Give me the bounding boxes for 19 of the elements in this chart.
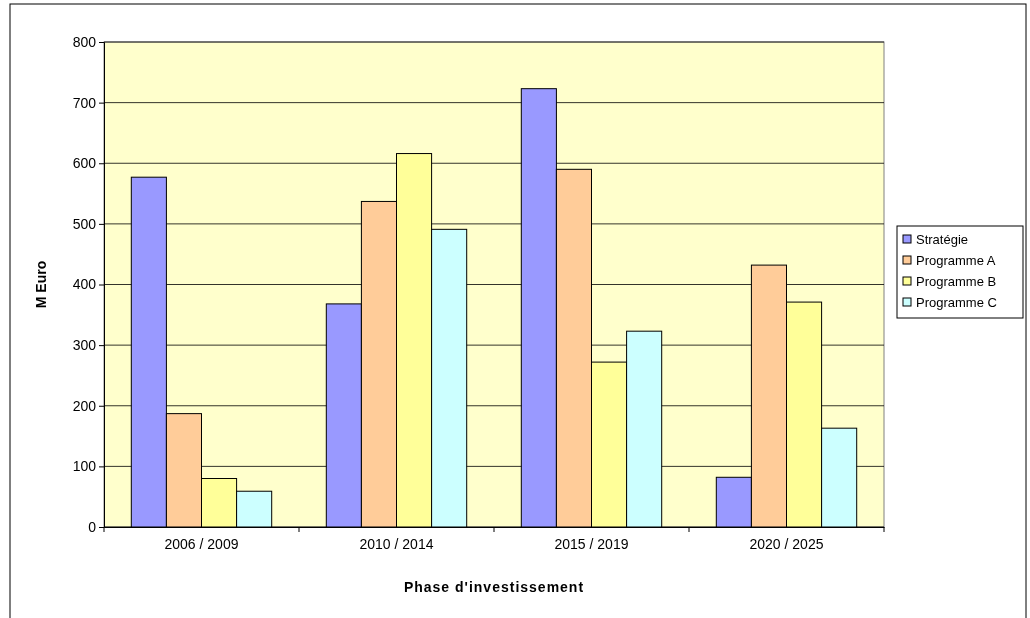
x-tick-label: 2010 / 2014: [359, 535, 434, 552]
x-tick-label: 2020 / 2025: [749, 535, 824, 552]
y-axis-title: M Euro: [33, 260, 49, 309]
y-tick-label: 600: [72, 155, 97, 172]
y-tick-label: 500: [72, 215, 97, 232]
y-tick-label: 0: [88, 518, 97, 535]
y-tick-label: 700: [72, 94, 97, 111]
y-tick-label: 400: [72, 276, 97, 293]
legend-label: Programme B: [916, 274, 997, 289]
legend-label: Programme A: [916, 253, 996, 268]
y-tick-label: 200: [72, 397, 97, 414]
y-tick-label: 300: [72, 337, 97, 354]
y-tick-label: 100: [72, 458, 97, 475]
x-tick-label: 2006 / 2009: [164, 535, 239, 552]
legend-label: Stratégie: [916, 232, 969, 247]
x-tick-label: 2015 / 2019: [554, 535, 629, 552]
legend-label: Programme C: [916, 295, 997, 310]
y-tick-label: 800: [72, 33, 97, 50]
x-axis-title: Phase d'investissement: [403, 579, 585, 595]
